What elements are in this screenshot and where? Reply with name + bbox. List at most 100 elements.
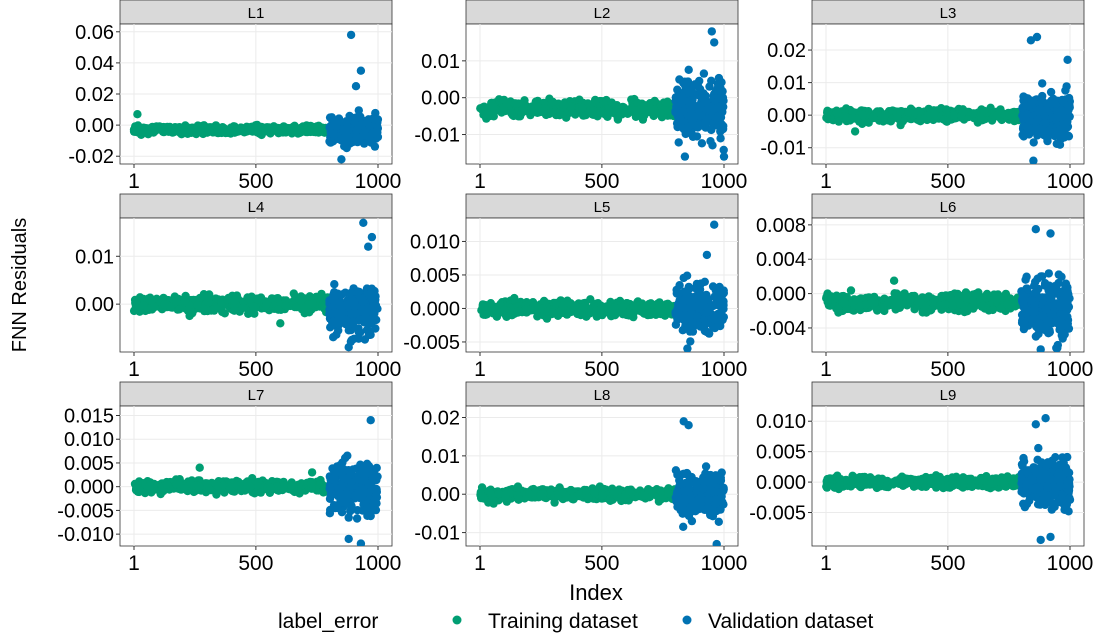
validation-point	[1023, 284, 1032, 293]
x-tick-label: 500	[930, 358, 965, 381]
validation-point	[365, 327, 374, 337]
validation-point	[705, 82, 714, 91]
data-points	[129, 218, 382, 352]
training-point	[640, 105, 649, 115]
training-point	[217, 128, 226, 138]
training-point	[868, 112, 878, 122]
validation-point	[344, 326, 353, 335]
training-point	[618, 302, 627, 312]
validation-point	[714, 102, 723, 112]
validation-point	[1029, 138, 1038, 147]
training-point	[918, 308, 927, 317]
y-tick-label: 0.02	[767, 40, 806, 62]
training-point	[319, 485, 328, 494]
validation-point	[688, 327, 698, 336]
validation-point	[1018, 297, 1027, 306]
validation-point	[342, 118, 351, 128]
validation-point	[353, 475, 362, 484]
validation-point	[675, 110, 684, 120]
training-point	[225, 482, 234, 492]
validation-point	[710, 220, 719, 229]
y-tick-label: 0.004	[756, 249, 806, 271]
validation-point	[702, 250, 712, 260]
validation-point	[1022, 109, 1031, 119]
validation-point	[346, 309, 356, 318]
validation-point	[338, 314, 347, 324]
validation-point	[372, 463, 381, 473]
y-tick-label: 0.000	[64, 477, 114, 499]
training-point	[930, 109, 939, 119]
facet-strip-label: L4	[248, 199, 265, 216]
facet-panel-L1: L11 500 1000-0.020.000.020.040.06	[68, 0, 401, 193]
training-point	[979, 106, 989, 116]
validation-point	[1054, 132, 1064, 141]
training-point	[886, 117, 896, 126]
validation-point	[352, 514, 362, 523]
x-tick-label: 1	[820, 170, 832, 193]
facet-strip-label: L8	[594, 387, 611, 404]
training-point	[154, 125, 163, 134]
validation-point	[717, 120, 726, 129]
data-points	[822, 225, 1074, 352]
training-point	[205, 484, 214, 493]
facet-strip-label: L1	[248, 5, 265, 22]
validation-point	[716, 134, 725, 143]
y-tick-label: -0.01	[414, 523, 460, 545]
training-point	[175, 305, 184, 314]
training-point	[180, 296, 190, 305]
training-point	[848, 114, 857, 123]
validation-point	[710, 323, 720, 333]
training-point	[915, 298, 924, 307]
training-point	[272, 482, 282, 491]
training-point	[525, 306, 534, 315]
validation-point	[340, 142, 349, 151]
facet-panel-L7: L71 500 1000-0.010-0.0050.0000.0050.0100.0…	[57, 381, 401, 575]
training-point	[185, 311, 194, 321]
training-point	[880, 110, 890, 119]
validation-point	[698, 93, 707, 102]
validation-point	[347, 335, 356, 345]
training-point	[180, 127, 189, 136]
validation-point	[1026, 100, 1036, 109]
x-tick-label: 1	[128, 552, 140, 575]
y-tick-label: 0.005	[64, 453, 114, 475]
validation-point	[719, 145, 728, 155]
facet-strip	[811, 193, 1085, 219]
data-points	[476, 417, 728, 546]
training-point	[518, 105, 528, 114]
validation-point	[360, 139, 369, 148]
x-tick-label: 1000	[355, 170, 402, 193]
training-point	[137, 124, 146, 133]
validation-point	[325, 484, 334, 493]
validation-point	[701, 119, 710, 128]
x-tick-label: 1000	[701, 170, 748, 193]
training-point	[1007, 110, 1017, 120]
validation-point	[358, 492, 367, 501]
training-point	[307, 468, 317, 477]
training-point	[274, 129, 283, 138]
validation-point	[1018, 130, 1027, 140]
x-tick-label: 500	[584, 358, 619, 381]
validation-point	[364, 242, 373, 251]
training-point	[482, 310, 492, 319]
training-point	[830, 294, 840, 303]
training-point	[589, 106, 598, 115]
training-point	[631, 106, 641, 115]
training-point	[180, 484, 190, 493]
validation-point	[714, 317, 723, 327]
validation-point	[356, 539, 366, 546]
validation-point	[714, 112, 723, 121]
validation-point	[711, 86, 721, 95]
training-point	[552, 298, 561, 308]
facet-strip	[465, 193, 739, 219]
training-point	[889, 276, 899, 285]
validation-point	[357, 304, 366, 313]
y-tick-label: 0.00	[421, 88, 460, 110]
x-tick-label: 500	[584, 170, 619, 193]
y-tick-label: -0.005	[57, 500, 114, 522]
validation-point	[684, 122, 693, 131]
validation-point	[348, 137, 357, 147]
y-tick-label: -0.005	[403, 332, 460, 354]
validation-point	[1063, 319, 1073, 328]
